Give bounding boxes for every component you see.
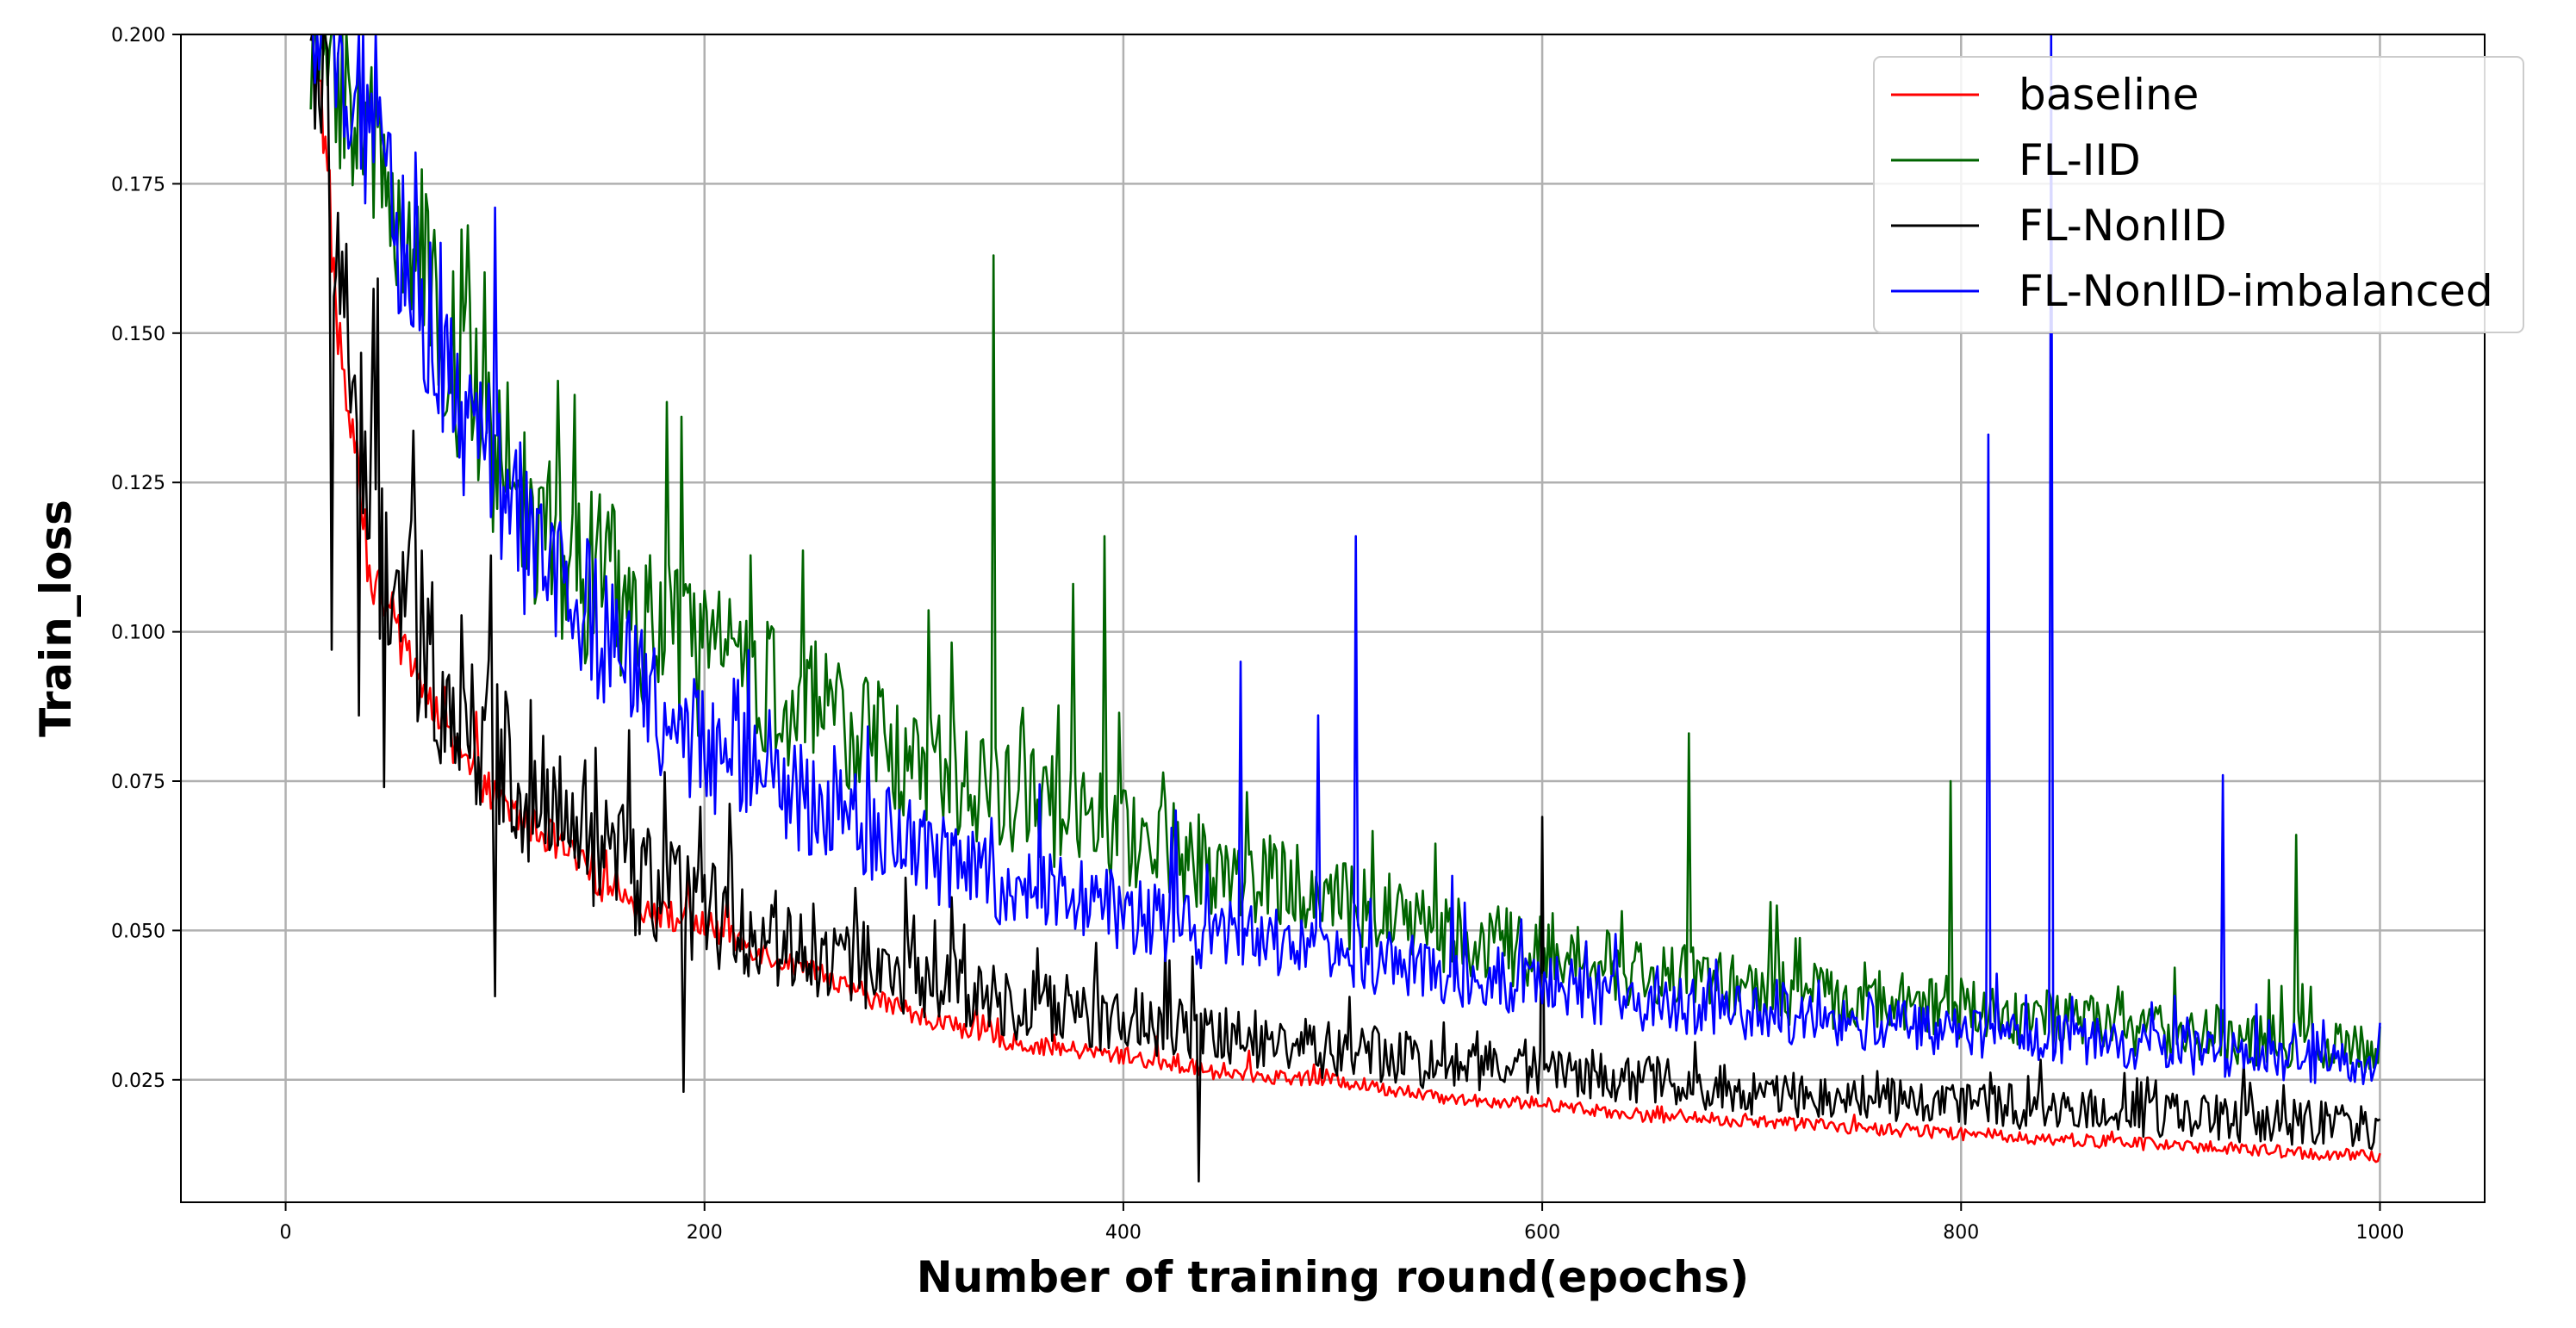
y-tick-label: 0.075 [111, 772, 165, 793]
series-line-fl-noniid-imbalanced [311, 34, 2381, 1086]
legend-label: FL-IID [2019, 135, 2141, 185]
y-tick-label: 0.100 [111, 623, 165, 644]
y-axis-title: Train_loss [31, 500, 81, 737]
y-tick-label: 0.200 [111, 25, 165, 47]
axis-ticks: 0 200 400 600 800 1000 0.025 0.050 0.075 0.100 0.1… [111, 25, 2404, 1244]
series-layer [309, 34, 2381, 1182]
series-line-baseline [314, 34, 2381, 1164]
legend-label: FL-NonIID [2019, 201, 2226, 251]
y-tick-label: 0.175 [111, 174, 165, 195]
legend-box [1873, 56, 2524, 333]
x-tick-label: 1000 [2355, 1222, 2404, 1244]
legend: baseline FL-IID FL-NonIID FL-NonIID-imbalan… [1873, 56, 2524, 333]
legend-label: FL-NonIID-imbalanced [2019, 266, 2493, 316]
x-tick-label: 400 [1105, 1222, 1142, 1244]
x-tick-label: 600 [1524, 1222, 1560, 1244]
y-tick-label: 0.025 [111, 1070, 165, 1092]
x-axis-title: Number of training round(epochs) [917, 1252, 1750, 1302]
y-tick-label: 0.050 [111, 921, 165, 942]
y-tick-label: 0.125 [111, 473, 165, 494]
plot-frame [180, 34, 2486, 1203]
series-line-fl-noniid [309, 34, 2381, 1182]
x-tick-label: 200 [687, 1222, 723, 1244]
legend-label: baseline [2019, 70, 2199, 120]
x-tick-label: 800 [1943, 1222, 1979, 1244]
x-tick-label: 0 [280, 1222, 292, 1244]
y-tick-label: 0.150 [111, 324, 165, 345]
